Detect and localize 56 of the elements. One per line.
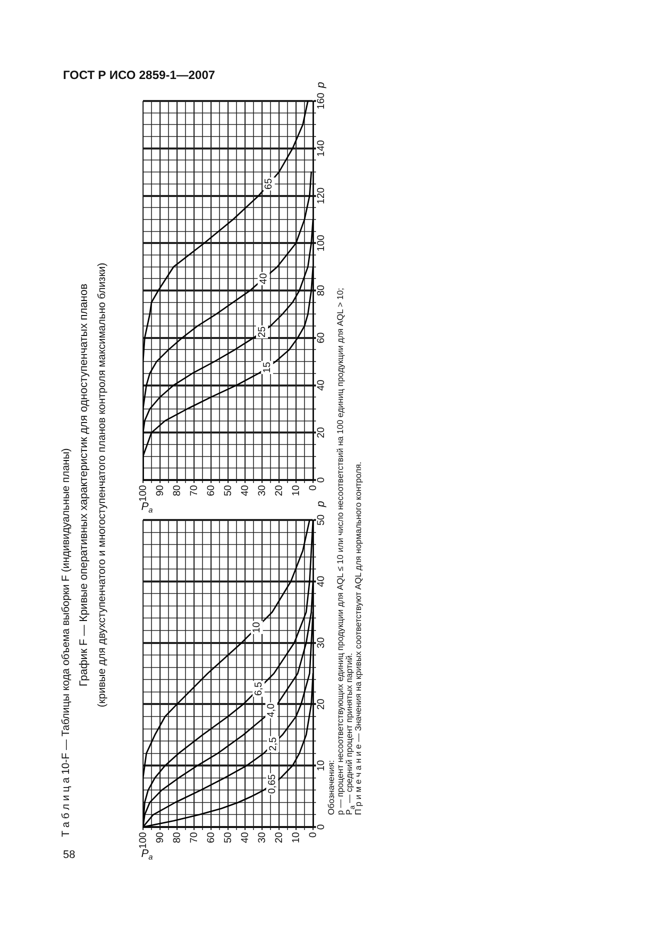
x-tick-label: 100 (138, 484, 149, 502)
x-tick-label: 40 (240, 484, 251, 496)
text: П р и м е ч а н и е — Значения на кривых соответствуют AQL для нормального контроля. (353, 462, 363, 815)
y-tick-label: 40 (316, 379, 327, 391)
text: 10 (252, 621, 263, 634)
x-tick-label: 50 (222, 832, 234, 844)
x-tick-label: 60 (206, 832, 217, 844)
y-tick-label: 0 (316, 824, 327, 830)
y-tick-label: 100 (316, 234, 327, 252)
y-tick-label: 0 (316, 476, 327, 483)
y-tick-label: 50 (316, 514, 327, 526)
text: Обозначения: (326, 760, 336, 815)
text: 2,5 (268, 736, 279, 752)
x-tick-label: 30 (256, 832, 268, 844)
y-tick-label: 30 (316, 636, 327, 648)
text: 58 (63, 849, 76, 861)
y-tick-label: 140 (316, 140, 327, 157)
chart-title: График F — Кривые оперативных характеристик для одноступенчатых планов (78, 282, 90, 688)
x-tick-label: 70 (188, 484, 200, 496)
text: 40 (258, 272, 270, 284)
chart-subtitle: (кривые для двухступенчатого и многоступенчатого планов контроля максимально близки) (96, 262, 108, 710)
y-tick-label: 80 (316, 284, 327, 296)
y-tick-label: 20 (316, 426, 327, 438)
y-tick-label: 40 (316, 575, 327, 587)
text: 0,65 (266, 774, 278, 794)
text: 15 (262, 361, 273, 374)
text: ГОСТ Р ИСО 2859-1—2007 (63, 68, 216, 82)
y-axis-title: p (315, 82, 328, 90)
y-tick-label: 60 (316, 332, 327, 344)
x-tick-label: 20 (274, 832, 285, 844)
text: 6,5 (253, 681, 264, 696)
y-tick-label: 160 (316, 92, 327, 110)
x-tick-label: 30 (256, 484, 268, 496)
y-tick-label: 20 (316, 698, 327, 710)
x-tick-label: 60 (206, 484, 217, 496)
x-tick-label: 100 (138, 832, 149, 849)
text: 4,0 (266, 702, 278, 718)
x-tick-label: 90 (154, 484, 166, 496)
y-tick-label: 120 (316, 186, 327, 204)
x-tick-label: 40 (240, 832, 251, 844)
x-tick-label: 70 (188, 832, 200, 844)
x-tick-label: 10 (290, 832, 302, 844)
y-tick-label: 10 (316, 760, 327, 772)
text: 65 (264, 178, 275, 190)
y-axis-title: p (315, 500, 328, 508)
text: p — процент несоответствующих единиц продукции для AQL ≤ 10 или число несоответствий на 100 единиц продукции для AQL > 10; (335, 288, 345, 815)
text: 25 (256, 326, 268, 338)
x-tick-label: 50 (222, 484, 234, 496)
x-tick-label: 80 (172, 832, 183, 844)
x-tick-label: 10 (290, 484, 302, 496)
text: Т а б л и ц а 10-F — Таблицы кода объема выборки F (индивидуальные планы) (60, 448, 72, 837)
x-tick-label: 90 (154, 832, 166, 844)
x-tick-label: 0 (308, 832, 319, 838)
x-tick-label: 20 (274, 484, 285, 496)
x-tick-label: 0 (308, 484, 319, 491)
x-tick-label: 80 (172, 484, 183, 496)
